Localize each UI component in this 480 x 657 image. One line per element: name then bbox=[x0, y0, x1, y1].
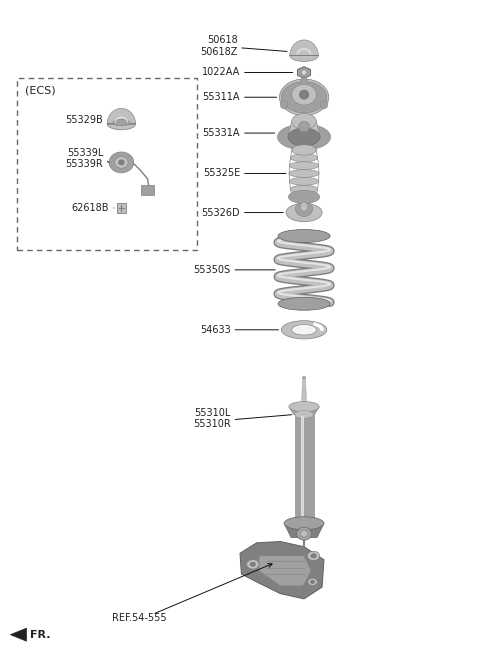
Ellipse shape bbox=[292, 145, 316, 155]
Ellipse shape bbox=[115, 156, 128, 168]
Ellipse shape bbox=[300, 202, 308, 212]
Ellipse shape bbox=[307, 551, 320, 560]
Ellipse shape bbox=[290, 50, 318, 61]
Text: 55311A: 55311A bbox=[203, 92, 240, 102]
Ellipse shape bbox=[289, 401, 319, 412]
Polygon shape bbox=[301, 377, 307, 410]
Ellipse shape bbox=[301, 530, 307, 537]
Polygon shape bbox=[11, 628, 26, 641]
Ellipse shape bbox=[290, 185, 318, 193]
Ellipse shape bbox=[299, 122, 310, 132]
Ellipse shape bbox=[311, 580, 315, 583]
Ellipse shape bbox=[109, 152, 134, 173]
Ellipse shape bbox=[250, 562, 255, 566]
Text: 55326D: 55326D bbox=[202, 208, 240, 217]
Ellipse shape bbox=[308, 578, 317, 585]
Polygon shape bbox=[295, 415, 313, 525]
Polygon shape bbox=[259, 556, 311, 586]
Text: FR.: FR. bbox=[30, 629, 51, 640]
Polygon shape bbox=[298, 66, 311, 78]
Polygon shape bbox=[240, 541, 324, 599]
Text: REF.54-555: REF.54-555 bbox=[112, 614, 167, 623]
Ellipse shape bbox=[113, 120, 130, 126]
Ellipse shape bbox=[277, 124, 331, 150]
Ellipse shape bbox=[292, 84, 316, 105]
Text: 1022AA: 1022AA bbox=[202, 68, 240, 78]
Ellipse shape bbox=[292, 146, 316, 154]
Text: (ECS): (ECS) bbox=[24, 85, 55, 95]
Ellipse shape bbox=[281, 321, 327, 339]
Ellipse shape bbox=[302, 376, 305, 378]
Bar bbox=[117, 203, 126, 213]
Text: 55325E: 55325E bbox=[203, 168, 240, 179]
Text: 55350S: 55350S bbox=[193, 265, 230, 275]
Ellipse shape bbox=[289, 177, 319, 185]
Ellipse shape bbox=[107, 118, 136, 130]
Text: 55310L
55310R: 55310L 55310R bbox=[193, 407, 230, 429]
Ellipse shape bbox=[119, 160, 124, 165]
Ellipse shape bbox=[292, 114, 316, 129]
Ellipse shape bbox=[311, 554, 316, 558]
Ellipse shape bbox=[292, 193, 316, 201]
Text: 62618B: 62618B bbox=[72, 203, 109, 213]
Ellipse shape bbox=[292, 325, 316, 335]
Polygon shape bbox=[290, 40, 318, 56]
Ellipse shape bbox=[296, 201, 312, 216]
Ellipse shape bbox=[247, 560, 259, 569]
Text: 55331A: 55331A bbox=[203, 128, 240, 138]
Ellipse shape bbox=[295, 411, 313, 419]
Polygon shape bbox=[301, 416, 304, 524]
Text: 54633: 54633 bbox=[200, 325, 230, 335]
Polygon shape bbox=[289, 407, 319, 415]
Ellipse shape bbox=[300, 90, 309, 99]
Ellipse shape bbox=[281, 81, 327, 113]
Ellipse shape bbox=[290, 154, 318, 162]
Polygon shape bbox=[288, 122, 320, 137]
Polygon shape bbox=[284, 523, 324, 537]
Text: 50618
50618Z: 50618 50618Z bbox=[200, 35, 238, 57]
Ellipse shape bbox=[289, 162, 319, 170]
Ellipse shape bbox=[284, 517, 324, 530]
Text: 55339L
55339R: 55339L 55339R bbox=[66, 148, 103, 170]
Ellipse shape bbox=[280, 101, 288, 108]
Ellipse shape bbox=[320, 101, 328, 108]
Ellipse shape bbox=[279, 79, 329, 116]
Polygon shape bbox=[107, 108, 136, 124]
Ellipse shape bbox=[288, 128, 320, 146]
Ellipse shape bbox=[289, 170, 319, 177]
Bar bbox=[141, 185, 154, 195]
Ellipse shape bbox=[278, 229, 330, 242]
Ellipse shape bbox=[286, 204, 322, 221]
Ellipse shape bbox=[297, 527, 312, 540]
Ellipse shape bbox=[288, 191, 320, 204]
Ellipse shape bbox=[278, 297, 330, 310]
Ellipse shape bbox=[301, 70, 307, 75]
Text: 55329B: 55329B bbox=[66, 115, 103, 125]
Ellipse shape bbox=[300, 78, 308, 85]
